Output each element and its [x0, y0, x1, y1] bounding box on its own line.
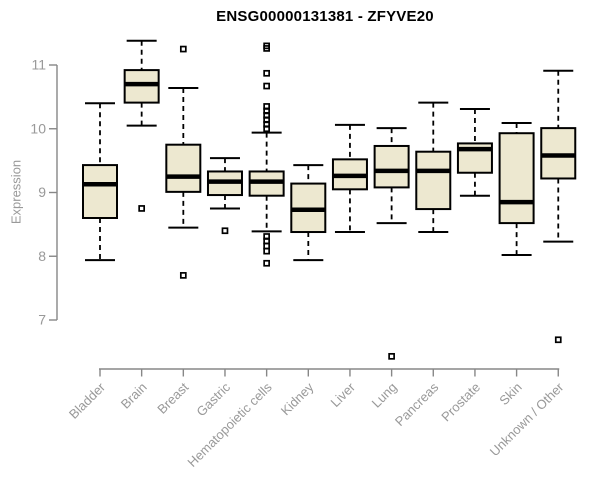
box-lung	[373, 127, 410, 360]
outlier-point	[138, 205, 146, 212]
chart-title: ENSG00000131381 - ZFYVE20	[216, 8, 434, 25]
y-axis: 7 8 9 10 11	[30, 57, 58, 328]
x-tick-label-bladder: Bladder	[66, 379, 109, 422]
outlier-point	[388, 352, 395, 360]
box-kidney	[290, 164, 327, 262]
outlier-point	[179, 45, 187, 53]
box-breast	[165, 45, 202, 279]
x-tick-label-pancreas: Pancreas	[392, 379, 442, 429]
box-skin	[498, 122, 535, 256]
x-tick-label-lung: Lung	[369, 380, 400, 411]
box-bladder	[82, 102, 118, 262]
outlier-point	[263, 82, 270, 90]
x-tick-label-liver: Liver	[328, 379, 359, 410]
x-tick-label-skin: Skin	[496, 380, 524, 408]
box-unknown-other	[540, 69, 577, 344]
iqr-box	[165, 143, 202, 193]
outlier-point	[263, 259, 270, 267]
box-gastric	[206, 157, 243, 235]
outlier-point	[554, 336, 562, 344]
outlier-point	[263, 237, 270, 245]
outlier-point	[263, 45, 270, 52]
outlier-point	[263, 69, 270, 77]
x-tick-label-unknown-other: Unknown / Other	[487, 379, 567, 459]
y-tick-label: 7	[38, 312, 46, 328]
y-tick-label: 11	[31, 57, 46, 73]
outlier-point	[263, 125, 270, 133]
x-tick-label-prostate: Prostate	[438, 380, 483, 425]
iqr-box	[373, 144, 410, 189]
x-tick-label-brain: Brain	[118, 380, 150, 412]
x-tick-label-breast: Breast	[154, 379, 191, 416]
y-tick-label: 9	[38, 184, 46, 200]
box-hematopoietic-cells	[248, 42, 285, 267]
box-brain	[123, 39, 160, 212]
outlier-point	[179, 272, 187, 279]
box-prostate	[456, 107, 493, 197]
iqr-box	[415, 150, 452, 211]
y-tick-label: 10	[30, 120, 46, 136]
outlier-point	[263, 247, 270, 255]
box-pancreas	[415, 101, 452, 234]
iqr-box	[498, 132, 535, 225]
outlier-point	[221, 227, 229, 235]
box-liver	[331, 123, 368, 234]
x-tick-label-gastric: Gastric	[193, 379, 233, 419]
x-tick-label-kidney: Kidney	[278, 379, 317, 418]
y-tick-label: 8	[38, 248, 46, 264]
iqr-box	[82, 164, 118, 219]
